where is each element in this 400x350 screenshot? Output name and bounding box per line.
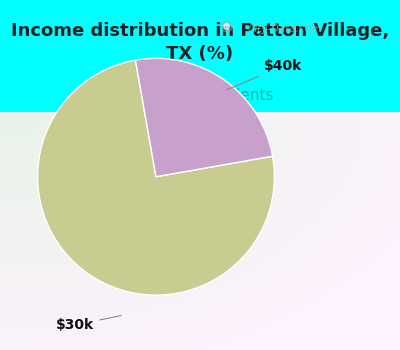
Text: Income distribution in Patton Village,
TX (%): Income distribution in Patton Village, T… xyxy=(11,22,389,63)
Text: $30k: $30k xyxy=(56,316,121,332)
Wedge shape xyxy=(38,60,274,295)
Text: Multirace residents: Multirace residents xyxy=(127,88,273,103)
Text: City-Data.com: City-Data.com xyxy=(248,25,322,35)
Wedge shape xyxy=(136,58,273,177)
Text: $40k: $40k xyxy=(226,59,302,90)
